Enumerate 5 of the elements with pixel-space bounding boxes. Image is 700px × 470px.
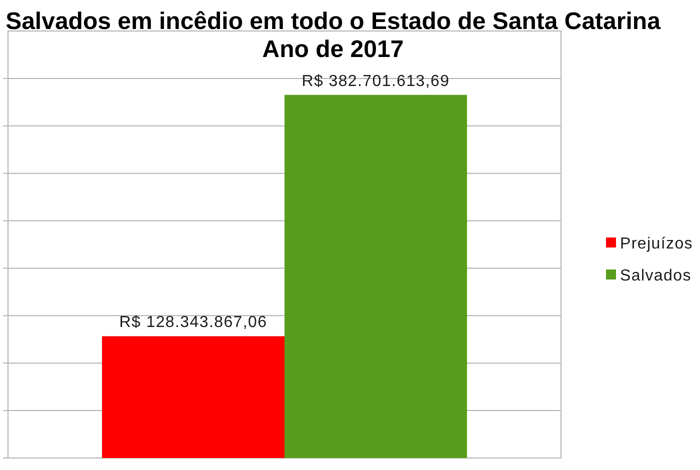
chart-title: Salvados em incêdio em todo o Estado de Santa Catarina Ano de 2017 bbox=[6, 8, 662, 63]
legend-label: Salvados bbox=[620, 268, 692, 284]
data-label: R$ 128.343.867,06 bbox=[119, 314, 268, 332]
legend-label: Prejuízos bbox=[620, 236, 693, 252]
data-label: R$ 382.701.613,69 bbox=[302, 72, 450, 90]
